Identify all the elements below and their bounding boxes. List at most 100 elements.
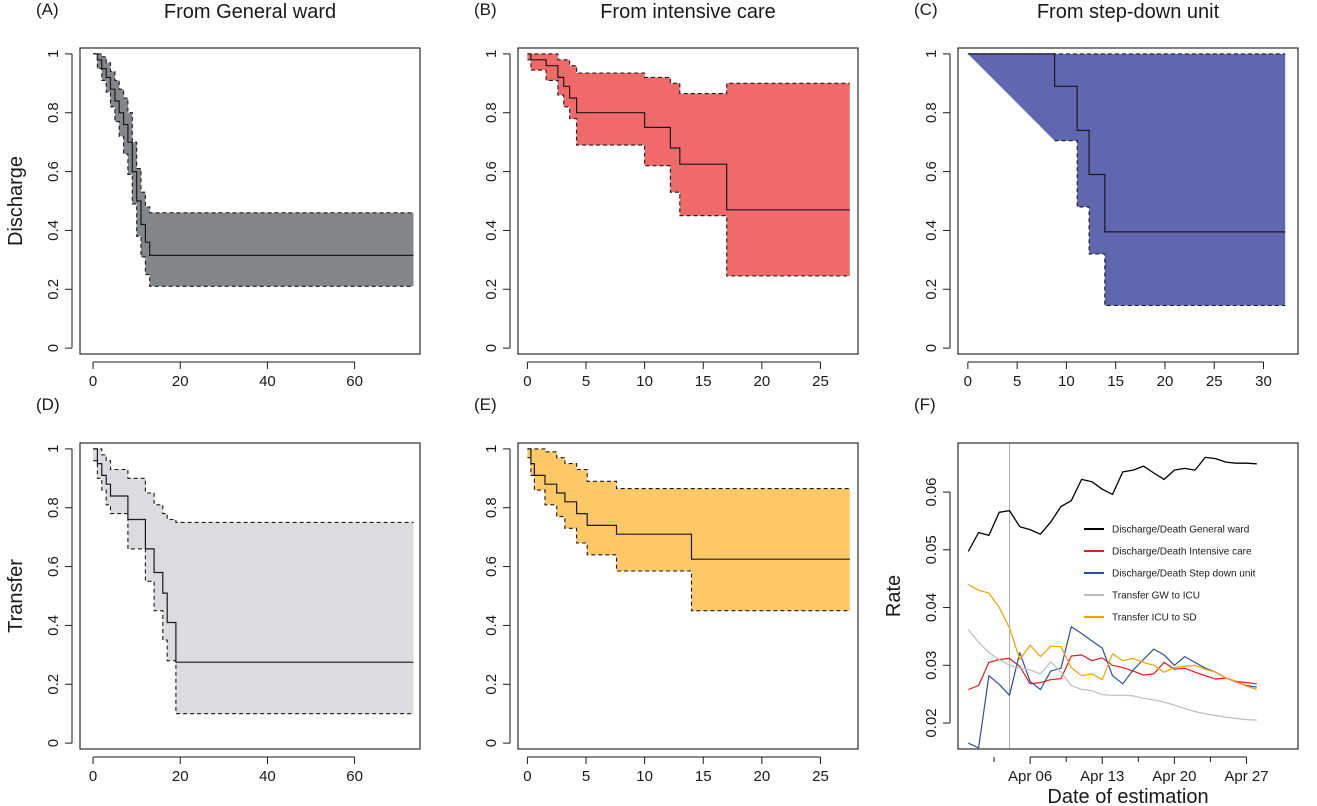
x-tick-label: Apr 27	[1224, 768, 1268, 785]
y-tick-label: 0.2	[923, 279, 940, 300]
plot-frame	[79, 442, 421, 750]
panel-label: (D)	[36, 395, 60, 414]
panel-b: (B) From intensive care 0 5 10 15 20 25 0 0.2 0.4 0…	[474, 0, 859, 390]
plot-frame	[517, 47, 859, 355]
y-tick-label: 0	[45, 739, 62, 747]
x-tick-label: 5	[582, 373, 590, 390]
y-tick-label: 0.6	[45, 161, 62, 182]
legend-entry: Discharge/Death Intensive care	[1112, 547, 1252, 558]
lower-bound-line	[1054, 140, 1286, 307]
y-tick-label: 0.4	[483, 615, 500, 636]
y-tick-label: 0.4	[45, 615, 62, 636]
x-tick-label: 0	[89, 768, 97, 785]
panel-f: (F) Rate Date of estimation Discharge/Death…	[883, 395, 1299, 806]
x-tick-label: 60	[346, 768, 363, 785]
y-tick-label: 1	[923, 50, 940, 58]
x-tick-label: 15	[695, 768, 712, 785]
y-axis-label: Discharge	[5, 156, 27, 246]
panel-a: (A) From General ward Discharge 0 20 40 60 0 0.2…	[5, 0, 421, 390]
x-tick-label: 20	[172, 768, 189, 785]
x-tick-label: 0	[523, 768, 531, 785]
y-tick-label: 0	[923, 344, 940, 352]
x-tick-label: Apr 20	[1152, 768, 1196, 785]
x-tick-label: 5	[582, 768, 590, 785]
legend-entry: Discharge/Death General ward	[1112, 525, 1249, 536]
lower-bound-line	[527, 59, 850, 277]
lower-bound-line	[93, 53, 414, 287]
y-tick-label: 0.8	[923, 102, 940, 123]
y-tick-label: 0.6	[483, 556, 500, 577]
series-line	[967, 456, 1257, 552]
y-tick-label: 0.2	[45, 279, 62, 300]
x-tick-label: 60	[346, 373, 363, 390]
x-tick-label: 30	[1255, 373, 1272, 390]
x-tick-label: 0	[964, 373, 972, 390]
x-tick-label: 20	[1157, 373, 1174, 390]
x-tick-label: Apr 06	[1008, 768, 1052, 785]
y-tick-label: 0.8	[45, 497, 62, 518]
plot-frame	[957, 442, 1299, 750]
x-tick-label: 15	[695, 373, 712, 390]
y-tick-label: 1	[483, 445, 500, 453]
y-axis-label: Rate	[883, 575, 905, 617]
x-axis-label: Date of estimation	[1047, 786, 1208, 806]
legend-entry: Transfer GW to ICU	[1112, 591, 1200, 602]
confidence-band	[967, 53, 1286, 306]
y-tick-label: 1	[45, 445, 62, 453]
x-tick-label: 10	[1058, 373, 1075, 390]
legend-entry: Discharge/Death Step down unit	[1112, 569, 1256, 580]
y-tick-label: 0.8	[45, 102, 62, 123]
panel-title: From intensive care	[600, 1, 776, 23]
y-tick-label: 0.6	[483, 161, 500, 182]
series-line	[968, 625, 1257, 749]
panel-label: (C)	[914, 0, 938, 19]
estimate-line	[93, 448, 414, 663]
y-tick-label: 0.02	[923, 708, 940, 737]
x-tick-label: 20	[172, 373, 189, 390]
series-line	[967, 629, 1257, 721]
y-tick-label: 1	[45, 50, 62, 58]
panel-c: (C) From step-down unit 0 5 10 15 20 25 30 0 0.2 0.…	[914, 0, 1299, 390]
y-axis-label: Transfer	[5, 559, 27, 633]
legend: Discharge/Death General ward Discharge/De…	[1084, 525, 1256, 624]
y-tick-label: 0.4	[923, 220, 940, 241]
panel-label: (A)	[36, 0, 59, 19]
x-tick-label: 25	[1206, 373, 1223, 390]
x-tick-label: 25	[812, 373, 829, 390]
series-line	[968, 583, 1257, 691]
y-tick-label: 1	[483, 50, 500, 58]
y-tick-label: 0.2	[483, 674, 500, 695]
confidence-band	[93, 448, 414, 714]
plot-frame	[957, 47, 1299, 355]
panel-d: (D) Transfer 0 20 40 60 0 0.2 0.4 0.6 0.8 1	[5, 395, 421, 785]
y-tick-label: 0.2	[483, 279, 500, 300]
y-tick-label: 0.04	[923, 593, 940, 622]
x-tick-label: 0	[523, 373, 531, 390]
y-tick-label: 0	[483, 739, 500, 747]
upper-bound-line	[93, 448, 414, 523]
legend-entry: Transfer ICU to SD	[1112, 613, 1197, 624]
confidence-band	[527, 448, 850, 611]
panel-title: From General ward	[164, 1, 336, 23]
panel-title: From step-down unit	[1037, 1, 1220, 23]
y-tick-label: 0.2	[45, 674, 62, 695]
y-tick-label: 0.8	[483, 497, 500, 518]
y-tick-label: 0.6	[923, 161, 940, 182]
plot-frame	[517, 442, 859, 750]
y-tick-label: 0.8	[483, 102, 500, 123]
series-line	[968, 654, 1257, 691]
x-tick-label: 5	[1013, 373, 1021, 390]
plot-frame	[79, 47, 421, 355]
y-tick-label: 0	[45, 344, 62, 352]
y-tick-label: 0.4	[45, 220, 62, 241]
x-tick-label: 20	[754, 768, 771, 785]
x-tick-label: 25	[812, 768, 829, 785]
y-tick-label: 0.6	[45, 556, 62, 577]
x-tick-label: 40	[259, 768, 276, 785]
estimate-line	[967, 53, 1286, 233]
upper-bound-line	[527, 448, 850, 490]
estimate-line	[93, 53, 414, 256]
x-tick-label: 15	[1107, 373, 1124, 390]
estimate-line	[527, 448, 850, 560]
